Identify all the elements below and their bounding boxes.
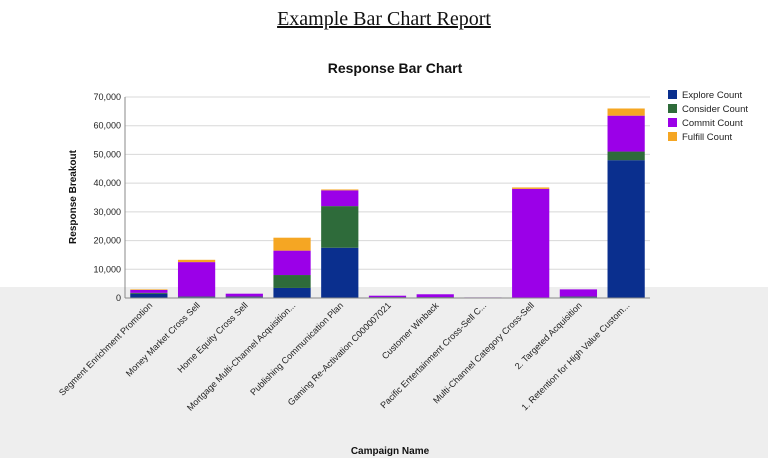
- bar-segment: [321, 189, 359, 191]
- y-tick-label: 30,000: [93, 207, 121, 217]
- x-tick-label: 1. Retention for High Value Custom...: [520, 300, 632, 412]
- report-title: Example Bar Chart Report: [277, 8, 491, 30]
- bar-segment: [559, 296, 598, 298]
- bar-segment: [607, 115, 645, 152]
- y-axis-ticks: 0 10,000 20,000 30,000 40,000 50,000 60,000 70,…: [93, 92, 121, 303]
- bar-segment: [273, 287, 311, 298]
- y-tick-label: 60,000: [93, 121, 121, 131]
- y-tick-label: 0: [116, 293, 121, 303]
- legend-label: Consider Count: [682, 104, 748, 115]
- legend-swatch: [668, 132, 677, 141]
- legend: Explore Count Consider Count Commit Count F…: [668, 90, 748, 143]
- legend-label: Fulfill Count: [682, 132, 733, 143]
- bar-segment: [368, 297, 407, 298]
- gridlines: [125, 96, 650, 270]
- bar-segment: [177, 262, 216, 297]
- y-tick-label: 10,000: [93, 264, 121, 274]
- bar-segment: [321, 247, 359, 298]
- bar-segment: [368, 295, 407, 298]
- bar-segment: [321, 206, 359, 248]
- y-tick-label: 20,000: [93, 236, 121, 246]
- x-tick-label: Pacific Entertainment Cross-Sell C...: [378, 300, 488, 410]
- x-tick-label: Publishing Communication Plan: [248, 300, 345, 397]
- bar-segment: [130, 292, 168, 294]
- bar-segment: [225, 293, 263, 297]
- x-tick-label: Multi-Channel Category Cross-Sell: [431, 300, 536, 405]
- bar-segment: [130, 293, 168, 298]
- bar-segment: [225, 296, 263, 298]
- legend-swatch: [668, 118, 677, 127]
- bar-segment: [416, 297, 454, 298]
- bar-segment: [559, 289, 598, 297]
- legend-swatch: [668, 104, 677, 113]
- y-tick-label: 40,000: [93, 178, 121, 188]
- y-axis-label: Response Breakout: [68, 149, 79, 244]
- legend-label: Commit Count: [682, 118, 743, 129]
- y-tick-label: 70,000: [93, 92, 121, 102]
- chart-title: Response Bar Chart: [328, 60, 463, 76]
- bar-segment: [607, 151, 645, 161]
- bar-segment: [273, 275, 311, 288]
- bar-segment: [177, 259, 216, 263]
- x-axis-label: Campaign Name: [351, 446, 430, 457]
- y-tick-label: 50,000: [93, 149, 121, 159]
- x-tick-label: Segment Enrichment Promotion: [57, 300, 154, 397]
- lower-background-band: [0, 287, 768, 458]
- bar-segment: [177, 296, 216, 298]
- bar-segment: [607, 160, 645, 298]
- x-tick-label: Gaming Re-Activation C000007021: [286, 300, 393, 407]
- bar-segment: [273, 237, 311, 251]
- bar-segment: [130, 289, 168, 293]
- legend-label: Explore Count: [682, 90, 743, 101]
- bar-segment: [512, 187, 550, 189]
- bars: [130, 108, 645, 298]
- legend-swatch: [668, 90, 677, 99]
- bar-segment: [416, 294, 454, 298]
- bar-segment: [512, 188, 550, 298]
- bar-segment: [607, 108, 645, 116]
- bar-segment: [130, 289, 168, 290]
- bar-segment: [321, 190, 359, 207]
- bar-segment: [273, 250, 311, 276]
